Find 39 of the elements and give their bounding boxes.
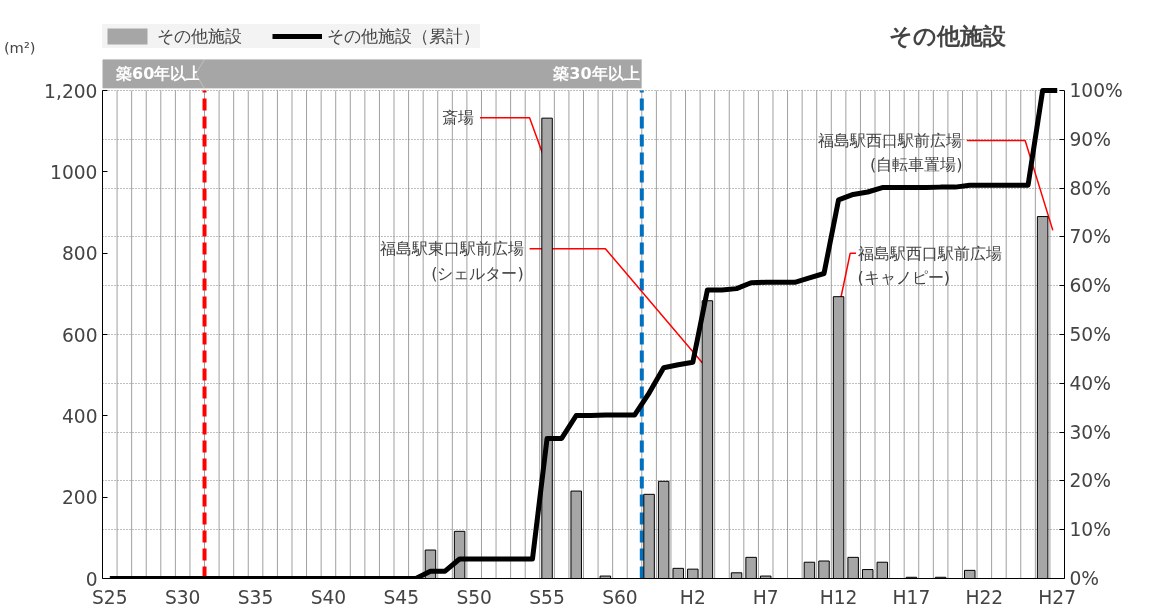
- y-axis-title: (m²): [3, 39, 36, 57]
- x-tick-label: S50: [456, 586, 492, 608]
- y-tick-label: 200: [61, 487, 98, 509]
- annotation: 福島駅西口駅前広場 (キャノピー): [857, 243, 1002, 288]
- annotation: 斎場: [442, 108, 475, 128]
- y2-tick-label: 30%: [1069, 421, 1111, 443]
- y2-tick-label: 80%: [1069, 177, 1111, 199]
- y2-tick-label: 10%: [1069, 519, 1111, 541]
- x-tick-label: S45: [383, 586, 420, 608]
- x-tick-label: H17: [892, 586, 931, 608]
- y2-tick-label: 40%: [1069, 372, 1111, 394]
- legend-label: その他施設（累計）: [327, 25, 480, 48]
- y2-tick-label: 100%: [1069, 80, 1123, 101]
- x-tick-label: S35: [237, 586, 274, 608]
- y2-tick-label: 0%: [1069, 568, 1100, 589]
- legend-label: その他施設: [157, 25, 242, 48]
- text: 築30年以上: [552, 64, 640, 84]
- x-tick-label: H12: [819, 586, 858, 608]
- y-tick-label: 400: [61, 405, 98, 427]
- y2-tick-label: 60%: [1069, 275, 1111, 297]
- y-tick-label: 800: [61, 243, 98, 265]
- y2-tick-label: 90%: [1069, 128, 1111, 150]
- annotation: 福島駅東口駅前広場 (シェルター): [379, 239, 524, 283]
- annotation: 福島駅西口駅前広場 (自転車置場): [818, 131, 963, 175]
- y2-tick-label: 20%: [1069, 470, 1111, 492]
- x-tick-label: S55: [529, 586, 565, 608]
- x-tick-label: H7: [752, 586, 779, 608]
- x-tick-label: S30: [164, 586, 201, 608]
- y2-tick-label: 70%: [1069, 226, 1111, 248]
- y-tick-label: 1,200: [44, 80, 98, 102]
- chart-title: その他施設: [889, 22, 1008, 49]
- x-tick-label: H2: [679, 586, 706, 608]
- x-tick-label: H27: [1038, 586, 1077, 608]
- y2-tick-label: 50%: [1069, 324, 1111, 345]
- x-tick-label: H22: [965, 586, 1004, 608]
- x-tick-label: S40: [310, 586, 347, 608]
- x-tick-label: S60: [602, 586, 638, 608]
- y-tick-label: 600: [61, 324, 98, 346]
- y-tick-label: 1000: [50, 161, 98, 183]
